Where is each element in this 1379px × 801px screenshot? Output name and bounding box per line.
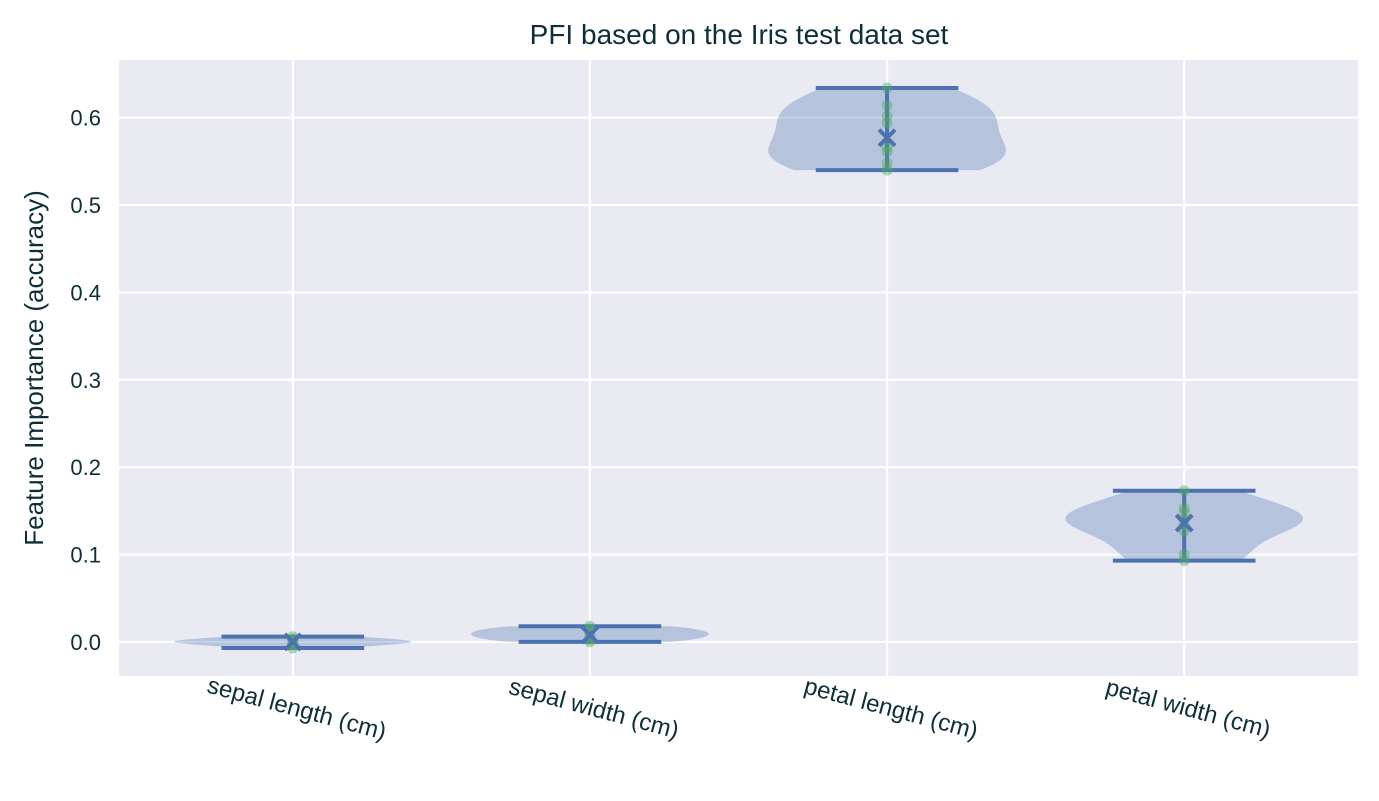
data-point <box>881 117 893 129</box>
grid <box>119 60 1358 676</box>
x-tick-label: sepal length (cm) <box>204 672 389 746</box>
data-point <box>881 141 893 153</box>
y-tick-label: 0.5 <box>70 193 101 218</box>
violin-0 <box>173 631 412 654</box>
violin-1 <box>471 620 709 648</box>
data-point <box>1178 502 1190 514</box>
y-tick-label: 0.2 <box>70 455 101 480</box>
violins <box>173 82 1304 654</box>
data-point <box>881 164 893 176</box>
y-tick-label: 0.1 <box>70 543 101 568</box>
data-point <box>881 146 893 158</box>
x-tick-label: petal width (cm) <box>1103 674 1274 744</box>
data-point <box>1178 507 1190 519</box>
y-tick-label: 0.4 <box>70 280 101 305</box>
data-point <box>1178 549 1190 561</box>
y-axis: 0.0 0.1 0.2 0.3 0.4 0.5 0.6 <box>70 106 101 655</box>
mean-marker <box>283 632 303 652</box>
data-point <box>881 157 893 169</box>
data-point <box>881 82 893 94</box>
x-axis: sepal length (cm) sepal width (cm) petal l… <box>204 672 1273 746</box>
mean-marker <box>1174 513 1194 533</box>
violin-3 <box>1065 485 1304 567</box>
y-tick-label: 0.6 <box>70 106 101 131</box>
data-point <box>1178 555 1190 567</box>
mean-marker <box>580 625 600 645</box>
data-point <box>584 620 596 632</box>
plot-area <box>119 60 1358 676</box>
data-point <box>881 99 893 111</box>
x-tick-label: sepal width (cm) <box>506 673 682 744</box>
y-axis-label: Feature Importance (accuracy) <box>19 190 49 545</box>
y-tick-label: 0.3 <box>70 368 101 393</box>
x-tick-label: petal length (cm) <box>801 673 981 745</box>
y-tick-label: 0.0 <box>70 630 101 655</box>
violin-2 <box>768 82 1006 176</box>
data-point <box>881 110 893 122</box>
mean-marker <box>877 128 897 148</box>
data-point <box>1178 485 1190 497</box>
chart-title: PFI based on the Iris test data set <box>530 19 949 50</box>
